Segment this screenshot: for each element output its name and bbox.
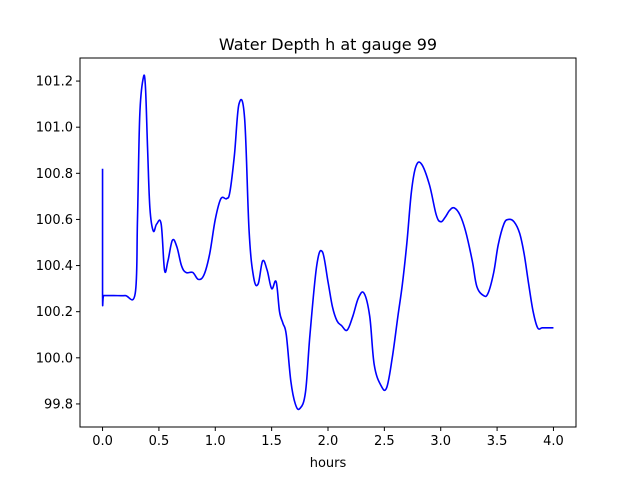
y-tick-label: 100.8 (36, 167, 73, 182)
axes-frame (79, 57, 577, 428)
x-tick-label: 4.0 (543, 434, 564, 449)
x-tick-label: 2.0 (318, 434, 339, 449)
chart-title: Water Depth h at gauge 99 (219, 35, 437, 54)
y-tick-label: 100.6 (36, 213, 73, 228)
plot-area (101, 74, 554, 411)
y-tick-label: 99.8 (44, 397, 73, 412)
y-tick-label: 100.4 (36, 259, 73, 274)
x-tick-label: 2.5 (374, 434, 395, 449)
x-tick-label: 0.5 (149, 434, 170, 449)
x-tick-label: 3.0 (430, 434, 451, 449)
y-tick-label: 101.2 (36, 75, 73, 90)
x-tick-label: 1.5 (261, 434, 282, 449)
series-line (101, 74, 554, 411)
y-tick-label: 100.2 (36, 305, 73, 320)
x-axis-label: hours (310, 456, 347, 471)
y-tick-label: 101.0 (36, 121, 73, 136)
x-tick-label: 1.0 (205, 434, 226, 449)
x-tick-label: 0.0 (92, 434, 113, 449)
y-axis-ticks: 99.8 100.0 100.2 100.4 100.6 100.8 101.0 101.2 (36, 75, 80, 412)
y-tick-label: 100.0 (36, 351, 73, 366)
x-tick-label: 3.5 (487, 434, 508, 449)
x-axis-ticks: 0.0 0.5 1.0 1.5 2.0 2.5 3.0 3.5 4.0 (92, 427, 564, 449)
